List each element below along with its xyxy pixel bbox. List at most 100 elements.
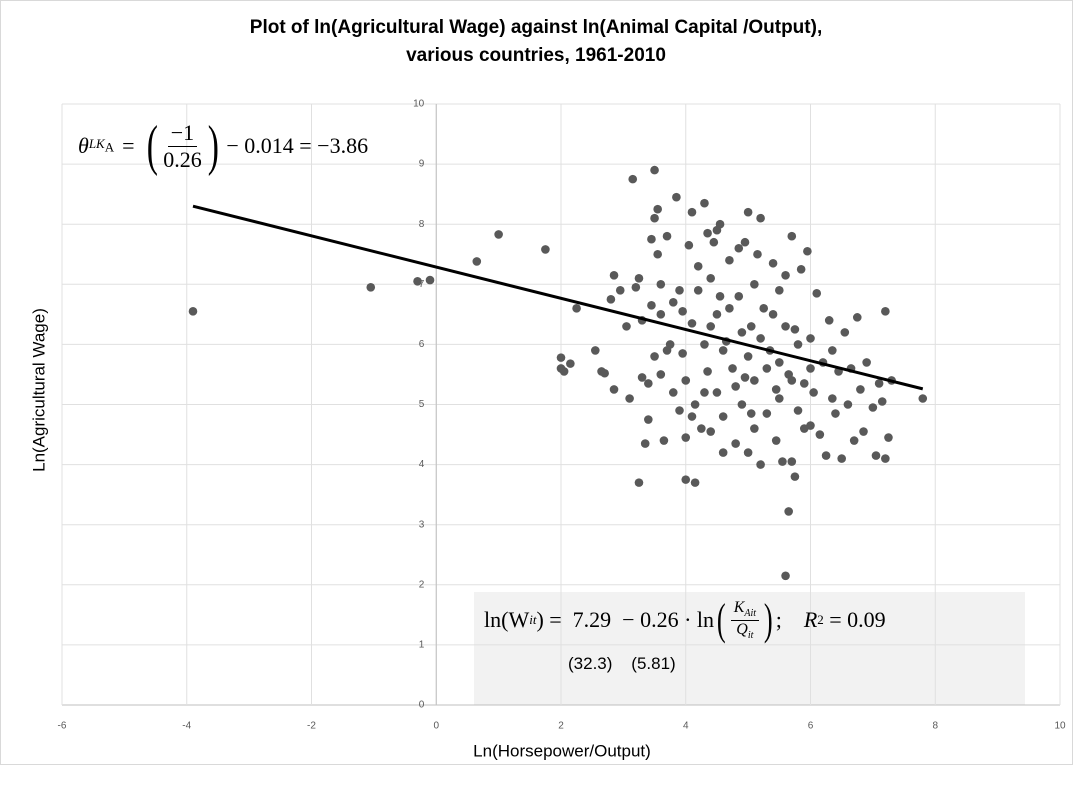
point	[668, 388, 678, 397]
point	[681, 433, 691, 442]
trendline	[192, 204, 924, 391]
point	[650, 165, 659, 175]
point	[750, 424, 759, 433]
point	[647, 301, 656, 310]
point	[556, 353, 566, 362]
point	[703, 228, 712, 238]
x-tick-label: 2	[558, 721, 564, 732]
y-tick-label: 2	[419, 579, 425, 590]
point	[675, 406, 684, 415]
eq-text: =	[122, 133, 135, 158]
eq-text: R	[803, 607, 818, 632]
point	[771, 385, 781, 394]
point	[693, 261, 703, 271]
point	[734, 292, 744, 301]
point	[768, 310, 778, 319]
y-tick-label: 9	[419, 159, 425, 170]
point	[693, 286, 703, 295]
eq-text: K	[733, 599, 745, 617]
eq-text: = 0.09	[823, 607, 886, 632]
point	[828, 346, 837, 355]
point	[656, 280, 666, 289]
point	[881, 454, 890, 463]
point	[697, 424, 706, 433]
eq-text: ;	[775, 607, 782, 632]
x-tick-label: 6	[808, 721, 814, 732]
point	[650, 213, 659, 223]
point	[852, 313, 862, 322]
regression-equation: ln(W it) = 7.29 − 0.26 · ln ( KAit Qit ) ;…	[484, 598, 886, 642]
point	[775, 394, 784, 403]
eq-text: it	[747, 629, 754, 641]
eq-text: Ait	[744, 608, 757, 620]
point	[718, 346, 728, 355]
point	[762, 364, 772, 373]
point	[706, 273, 715, 283]
eq-text: θ	[78, 133, 89, 158]
point	[690, 400, 700, 409]
chart-subtitle: various countries, 1961-2010	[406, 45, 666, 66]
point	[881, 307, 890, 316]
equation-box	[474, 592, 1025, 705]
point	[656, 310, 666, 319]
point	[884, 433, 893, 442]
point	[790, 325, 800, 334]
point	[756, 213, 765, 223]
point	[728, 364, 737, 373]
y-tick-label: 6	[419, 339, 425, 350]
point	[918, 394, 928, 403]
eq-text: 0.26	[163, 146, 202, 172]
point	[425, 275, 435, 285]
point	[868, 403, 878, 412]
eq-text: − 0.014 = −3.86	[226, 133, 369, 158]
point	[768, 258, 778, 268]
y-axis-label: Ln(Agricultural Wage)	[29, 308, 48, 472]
point	[856, 385, 865, 394]
point	[650, 352, 659, 361]
point	[806, 334, 815, 343]
point	[472, 257, 482, 266]
point	[793, 340, 803, 349]
point	[662, 346, 672, 355]
fraction: KAit Qit	[730, 599, 760, 641]
point	[700, 198, 709, 208]
point	[715, 292, 725, 301]
point	[737, 328, 747, 337]
point	[781, 270, 790, 280]
point	[740, 373, 750, 382]
point	[762, 409, 772, 418]
point	[828, 394, 837, 403]
point	[775, 286, 784, 295]
point	[706, 322, 715, 331]
eq-text: )	[763, 595, 773, 644]
point	[740, 237, 750, 247]
y-tick-label: 7	[419, 279, 425, 290]
point	[413, 276, 422, 286]
standard-errors: (32.3) (5.81)	[568, 654, 676, 673]
point	[712, 310, 722, 319]
x-tick-label: 8	[932, 721, 938, 732]
point	[644, 379, 653, 388]
chart-title: Plot of ln(Agricultural Wage) against ln…	[250, 17, 822, 38]
point	[709, 237, 719, 247]
point	[734, 243, 744, 253]
point	[634, 478, 644, 487]
eq-text: ln(W	[484, 607, 530, 632]
point	[653, 249, 662, 259]
point	[637, 373, 647, 382]
y-tick-label: 1	[419, 640, 425, 651]
point	[743, 448, 753, 457]
point	[687, 207, 697, 217]
point	[656, 370, 666, 379]
point	[743, 352, 753, 361]
point	[831, 409, 840, 418]
point	[634, 273, 644, 283]
point	[781, 571, 790, 581]
fraction: −1 0.26	[163, 120, 202, 173]
point	[778, 457, 787, 466]
point	[787, 231, 797, 241]
point	[746, 322, 756, 331]
point	[712, 225, 722, 235]
